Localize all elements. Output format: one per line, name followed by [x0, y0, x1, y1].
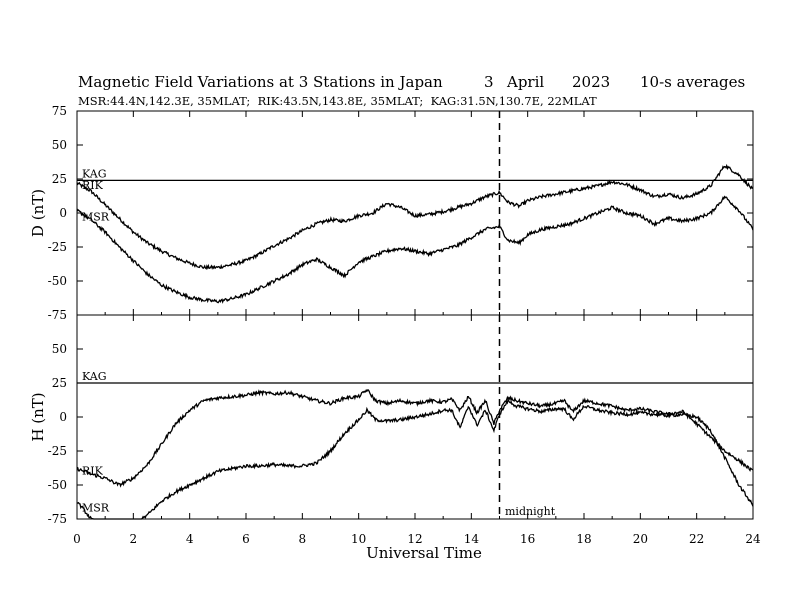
x-tick-label-12: 24 [745, 532, 761, 546]
x-tick-label-7: 14 [464, 532, 480, 546]
y-tick-label-0-5: -50 [48, 274, 67, 288]
x-tick-label-4: 8 [299, 532, 307, 546]
ticks-layer [76, 110, 754, 520]
x-tick-label-9: 18 [576, 532, 591, 546]
stations-info: MSR:44.4N,142.3E, 35MLAT; RIK:43.5N,143.… [78, 94, 597, 108]
y-tick-label-1-3: 0 [59, 410, 67, 424]
y-tick-label-0-4: -25 [48, 240, 67, 254]
series-label-rik-0: RIK [82, 179, 104, 192]
y-tick-label-1-6: -75 [48, 512, 67, 526]
y-tick-label-0-6: -75 [48, 308, 67, 322]
y-tick-label-1-2: 25 [52, 376, 67, 390]
lines-layer [76, 111, 754, 520]
y-tick-label-1-1: 50 [52, 342, 67, 356]
series-line-msr-0 [76, 195, 754, 304]
y-axis-label-h: H (nT) [29, 392, 47, 441]
date-month: April [506, 73, 544, 91]
x-tick-label-2: 4 [186, 532, 194, 546]
series-line-rik-0 [76, 163, 754, 270]
x-tick-label-8: 16 [520, 532, 535, 546]
series-label-msr-1: MSR [82, 501, 110, 514]
y-tick-label-0-0: 75 [52, 104, 67, 118]
averaging-label: 10-s averages [640, 73, 745, 91]
panel-d-frame [76, 110, 754, 316]
date-day: 3 [484, 73, 494, 91]
labels-layer: 0 2 4 6 8 10 12 14 16 18 20 22 247550250-25-50-75KAG… [48, 104, 761, 546]
y-tick-label-0-2: 25 [52, 172, 67, 186]
x-tick-label-1: 2 [130, 532, 138, 546]
x-axis-label: Universal Time [366, 544, 482, 562]
series-line-msr-1 [76, 397, 754, 520]
x-tick-label-10: 20 [633, 532, 648, 546]
y-tick-label-1-4: -25 [48, 444, 67, 458]
y-axis-label-d: D (nT) [29, 189, 47, 237]
series-line-rik-1 [76, 388, 754, 488]
y-tick-label-0-1: 50 [52, 138, 67, 152]
y-tick-label-0-3: 0 [59, 206, 67, 220]
x-tick-label-6: 12 [407, 532, 422, 546]
midnight-label: midnight [505, 505, 556, 518]
series-label-kag-1: KAG [82, 370, 107, 383]
x-tick-label-11: 22 [689, 532, 704, 546]
series-label-msr-0: MSR [82, 210, 110, 223]
series-label-kag-0: KAG [82, 167, 107, 180]
date-year: 2023 [572, 73, 610, 91]
y-tick-label-1-5: -50 [48, 478, 67, 492]
x-tick-label-0: 0 [73, 532, 81, 546]
series-label-rik-1: RIK [82, 465, 104, 478]
x-tick-label-5: 10 [351, 532, 366, 546]
chart-title: Magnetic Field Variations at 3 Stations … [78, 73, 443, 91]
x-tick-label-3: 6 [242, 532, 250, 546]
